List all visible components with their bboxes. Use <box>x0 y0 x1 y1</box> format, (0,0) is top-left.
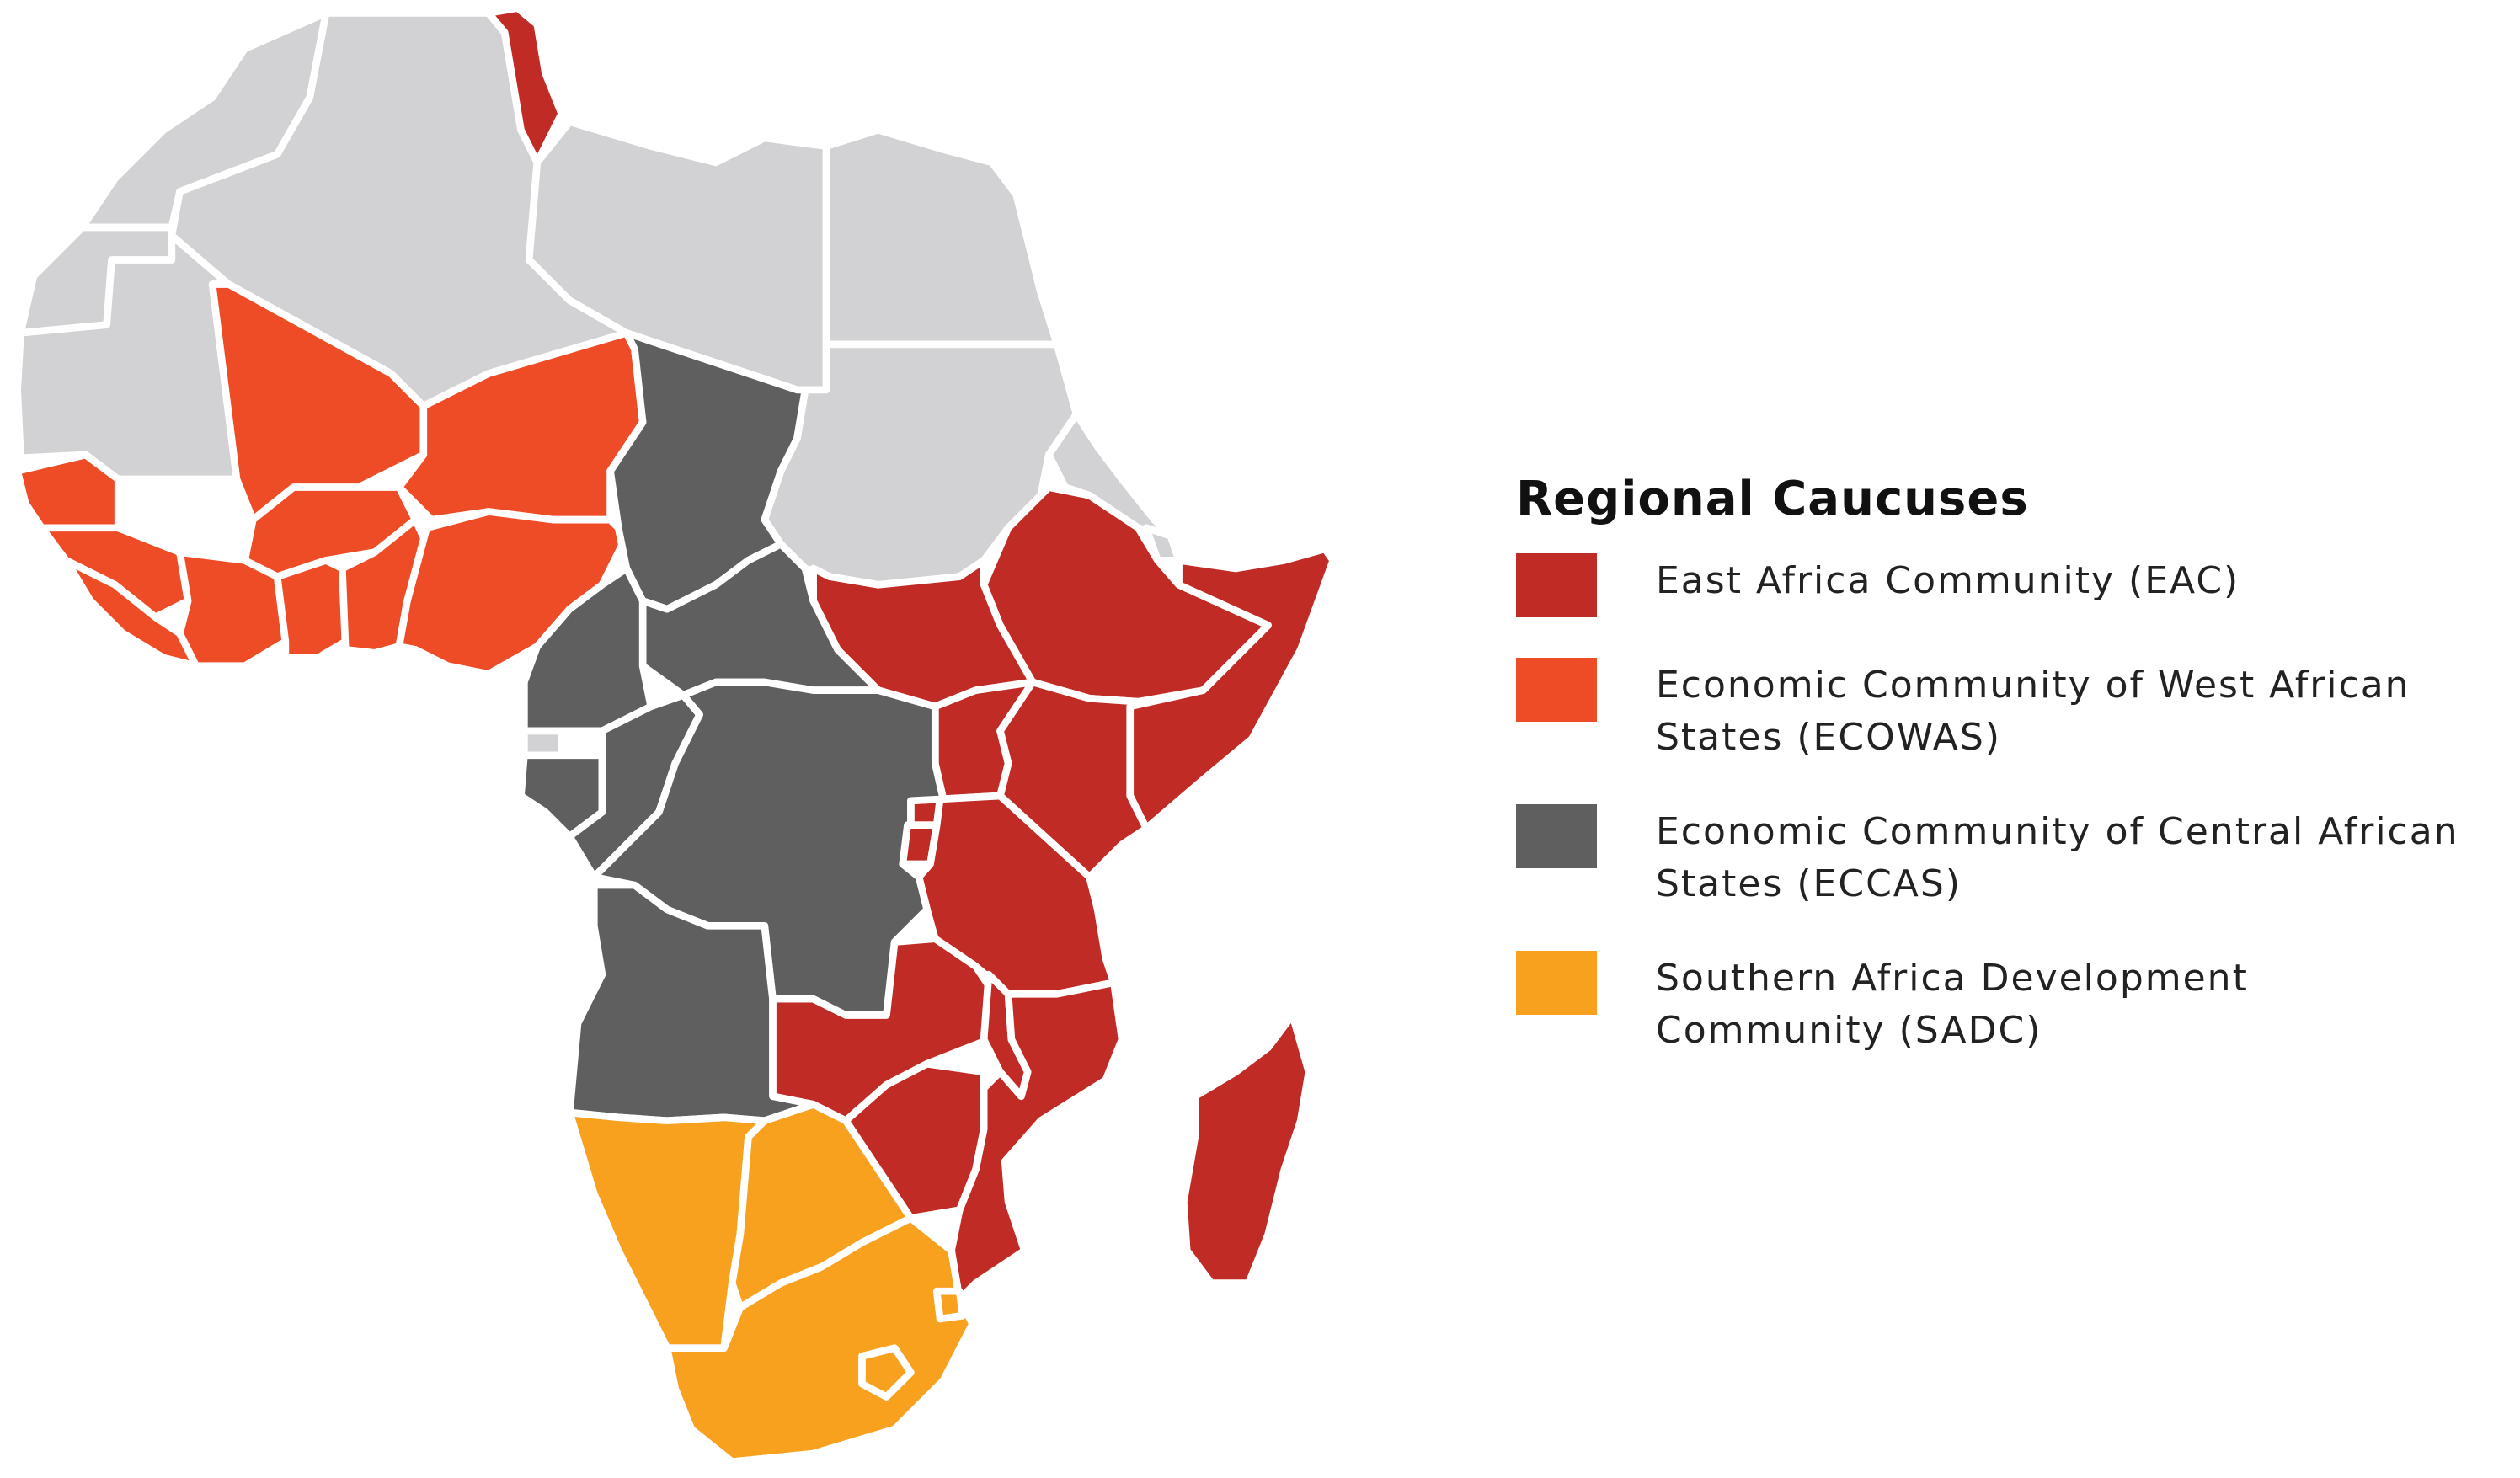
country-lesotho <box>858 1344 915 1401</box>
country-ghana <box>273 557 350 662</box>
legend-item-eccas: Economic Community of Central African St… <box>1516 804 2485 910</box>
country-senegal <box>13 451 122 532</box>
legend-label-eac: East Africa Community (EAC) <box>1656 559 2240 602</box>
legend-title: Regional Caucuses <box>1516 472 2029 526</box>
legend-label-sadc: Southern Africa Development Community (S… <box>1656 957 2249 1052</box>
legend-swatch-eccas <box>1516 804 1597 868</box>
legend-swatch-eac <box>1516 553 1597 617</box>
country-tunisia <box>484 4 566 167</box>
country-madagascar <box>1180 1011 1313 1287</box>
country-somalia <box>1126 545 1337 832</box>
legend-item-sadc: Southern Africa Development Community (S… <box>1516 951 2485 1057</box>
legend-swatch-sadc <box>1516 951 1597 1015</box>
legend: Regional Caucuses East Africa Community … <box>1516 472 2485 1099</box>
country-egypt <box>822 125 1061 349</box>
country-dr-congo <box>590 678 948 1019</box>
legend-item-ecowas: Economic Community of West African State… <box>1516 658 2485 764</box>
legend-swatch-ecowas <box>1516 658 1597 722</box>
country-eswatini <box>932 1287 967 1323</box>
legend-item-eac: East Africa Community (EAC) <box>1516 553 2485 617</box>
legend-list: East Africa Community (EAC) Economic Com… <box>1516 553 2485 1057</box>
legend-label-ecowas: Economic Community of West African State… <box>1656 664 2411 759</box>
country-mali <box>208 280 428 524</box>
legend-label-eccas: Economic Community of Central African St… <box>1656 810 2459 905</box>
